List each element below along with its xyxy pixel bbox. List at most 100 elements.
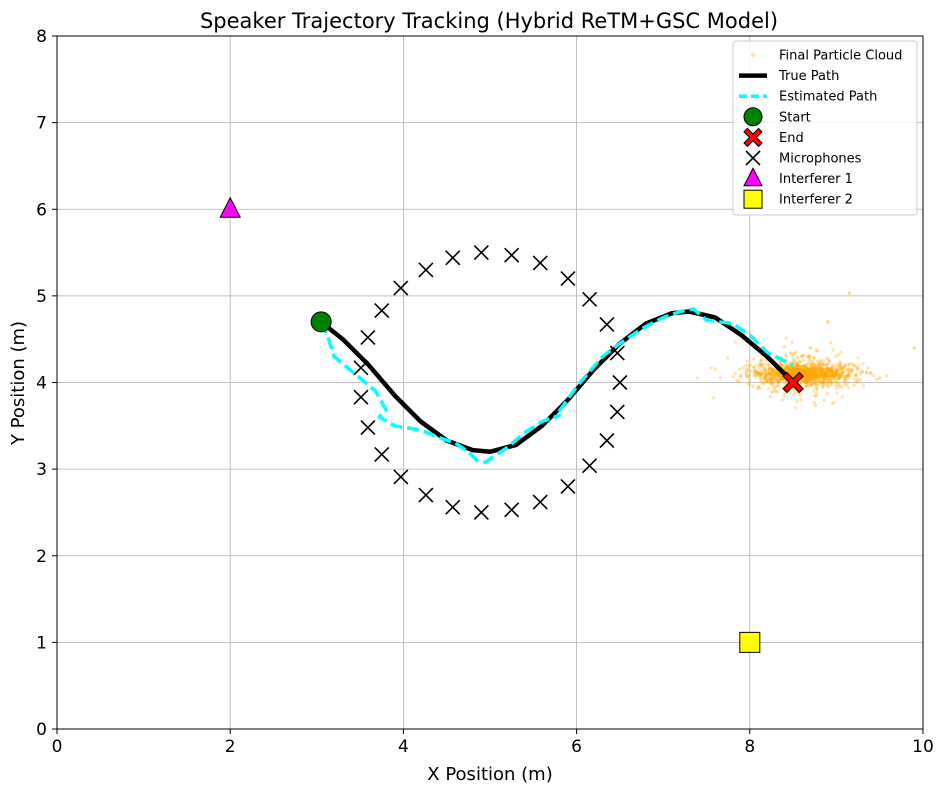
particle-point <box>788 351 793 355</box>
particle-point <box>846 385 850 390</box>
particle-point <box>804 372 808 376</box>
particle-point <box>808 375 812 380</box>
particle-point <box>779 363 783 367</box>
particle-point <box>755 387 760 391</box>
particle-point <box>828 369 832 374</box>
particle-point <box>804 374 809 379</box>
particle-point <box>775 390 780 395</box>
particle-point <box>860 370 864 374</box>
legend-item: Microphones <box>745 150 862 167</box>
particle-point <box>726 356 730 360</box>
particle-point <box>802 369 807 373</box>
particle-point <box>744 370 749 375</box>
particle-point <box>746 375 750 379</box>
particle-point <box>803 369 808 373</box>
particle-point <box>857 363 861 368</box>
particle-point <box>808 366 812 370</box>
particle-point <box>845 382 849 387</box>
y-tick-label: 6 <box>36 200 47 220</box>
particle-point <box>854 379 858 384</box>
particle-point <box>814 377 818 382</box>
particle-point <box>817 360 822 364</box>
y-tick-label: 3 <box>36 460 47 480</box>
particle-point <box>783 365 788 369</box>
particle-point <box>846 367 850 372</box>
x-tick-label: 2 <box>225 737 236 757</box>
particle-point <box>804 374 809 378</box>
particle-point <box>812 376 816 381</box>
microphone-marker <box>532 255 548 271</box>
particle-point <box>748 363 752 367</box>
particle-point <box>758 362 763 367</box>
particle-point <box>813 370 817 374</box>
particle-point <box>806 370 810 374</box>
particle-point <box>805 379 809 383</box>
end-marker <box>782 371 804 394</box>
particle-point <box>815 349 820 353</box>
particle-point <box>808 373 813 378</box>
legend-item: End <box>743 127 804 148</box>
particle-point <box>776 376 781 380</box>
particle-point <box>760 363 764 368</box>
particle-point <box>801 353 806 358</box>
particle-point <box>746 381 751 386</box>
particle-point <box>777 379 781 383</box>
particle-point <box>785 365 790 369</box>
particle-point <box>836 367 841 372</box>
particle-point <box>731 375 735 379</box>
particle-point <box>787 366 792 370</box>
particle-point <box>808 381 813 385</box>
particle-point <box>774 371 779 376</box>
estimated-path-line <box>319 307 794 464</box>
particle-point <box>713 367 718 371</box>
particle-point <box>800 368 805 373</box>
particle-point <box>822 382 826 386</box>
particle-point <box>832 400 836 405</box>
particle-point <box>801 378 805 382</box>
particle-point <box>773 375 777 379</box>
particle-point <box>813 379 818 384</box>
particle-point <box>801 378 805 382</box>
particle-point <box>836 381 841 385</box>
particle-point <box>796 355 800 359</box>
particle-point <box>815 359 819 364</box>
particle-point <box>805 370 810 374</box>
particle-point <box>797 368 802 372</box>
particle-point <box>806 372 810 376</box>
particle-point <box>769 376 773 380</box>
particle-point <box>802 372 806 376</box>
particle-point <box>812 373 816 378</box>
particle-point <box>752 370 757 374</box>
microphone-marker <box>599 432 615 449</box>
particle-point <box>807 357 812 361</box>
particle-point <box>807 373 811 378</box>
particle-point <box>773 369 777 373</box>
particle-point <box>829 373 834 377</box>
particle-point <box>760 358 764 363</box>
particle-point <box>818 374 823 378</box>
particle-point <box>864 371 869 375</box>
particle-point <box>823 373 827 377</box>
particle-point <box>771 376 775 380</box>
particle-point <box>803 364 807 369</box>
particle-point <box>775 369 779 374</box>
particle-point <box>792 351 797 356</box>
particle-point <box>803 368 808 373</box>
particle-point <box>839 350 844 354</box>
particle-point <box>768 381 772 386</box>
particle-point <box>825 362 830 367</box>
particle-point <box>796 367 800 372</box>
particle-point <box>822 398 826 403</box>
particle-point <box>770 389 775 394</box>
particle-point <box>769 371 773 375</box>
particle-point <box>733 371 737 376</box>
particle-point <box>849 370 853 375</box>
particle-point <box>804 363 809 367</box>
microphone-marker <box>418 487 434 503</box>
particle-point <box>800 368 804 372</box>
particle-point <box>776 381 781 385</box>
particle-point <box>834 372 838 377</box>
particle-point <box>784 365 789 370</box>
particle-point <box>856 367 861 371</box>
particle-point <box>779 377 784 381</box>
